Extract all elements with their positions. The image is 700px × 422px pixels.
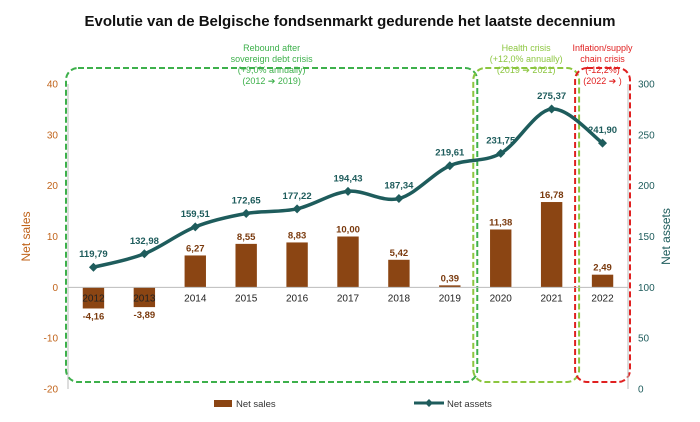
marker-2016 [292,204,302,214]
y-right-tick: 300 [638,80,655,91]
bar-label-2014: 6,27 [186,243,205,254]
marker-2012 [88,262,98,272]
y-left-tick: 40 [47,80,59,91]
line-label-2012: 119,79 [79,249,108,260]
bar-label-2021: 16,78 [540,190,564,201]
marker-2014 [190,222,200,232]
y-left-tick: -20 [44,385,59,396]
bar-2016 [286,242,308,288]
x-tick-2018: 2018 [388,293,411,304]
bar-2017 [337,236,359,288]
annotation-text: (+12,0% annually) [490,54,563,64]
y-right-tick: 100 [638,283,655,294]
bar-label-2020: 11,38 [489,217,512,228]
annotation-text: (2012 ➔ 2019) [242,76,301,86]
bar-label-2013: -3,89 [134,310,156,321]
marker-2020 [496,148,506,158]
annotation-text: (-12,2%) [585,65,620,75]
annotation-box-3 [574,67,631,383]
line-label-2020: 231,75 [486,135,516,146]
marker-2018 [394,194,404,204]
y-left-label: Net sales [19,211,33,261]
y-right-tick: 50 [638,334,650,345]
y-right-tick: 250 [638,130,655,141]
y-right-label: Net assets [659,208,673,265]
y-left-tick: -10 [44,334,59,345]
y-right-tick: 200 [638,181,655,192]
y-right-tick: 150 [638,232,655,243]
bar-label-2017: 10,00 [336,225,360,236]
line-label-2022: 241,90 [588,125,617,136]
legend-marker-net-assets [425,399,433,407]
line-label-2017: 194,43 [333,173,362,184]
x-tick-2019: 2019 [439,293,462,304]
bar-2018 [388,259,410,288]
x-tick-2013: 2013 [133,293,156,304]
marker-2021 [547,104,557,114]
legend-swatch-net-sales [214,400,232,407]
bar-series: -4,16 -3,89 6,27 8,55 8,83 10,00 5,42 0,39 11,38… [83,190,614,322]
bar-2013 [133,287,156,308]
marker-2015 [241,208,251,218]
x-tick-2022: 2022 [591,293,614,304]
annotation-box-1 [65,67,479,383]
annotation-text: Inflation/supply [573,43,634,53]
legend-label-net-sales: Net sales [236,399,276,410]
bar-label-2015: 8,55 [237,232,256,243]
annotation-box-2 [472,67,581,383]
chart-title: Evolutie van de Belgische fondsenmarkt g… [85,13,616,30]
bar-label-2022: 2,49 [593,263,612,274]
bar-label-2019: 0,39 [441,273,460,284]
bar-label-2012: -4,16 [83,311,105,322]
marker-2017 [343,186,353,196]
x-tick-2012: 2012 [82,293,105,304]
line-label-2016: 177,22 [283,191,312,202]
y-right-tick: 0 [638,385,644,396]
annotation-text: chain crisis [580,54,625,64]
marker-2019 [445,161,455,171]
bar-2012 [82,287,105,309]
x-tick-2020: 2020 [490,293,513,304]
line-series: 119,79 132,98 159,51 172,65 177,22 194,43 187,… [79,91,617,272]
y-left-tick: 20 [47,181,59,192]
annotation-text: (2022 ➔ ) [583,76,622,86]
annotation-text: sovereign debt crisis [231,54,314,64]
annotation-text: (2019 ➔ 2021) [497,65,556,75]
line-label-2019: 219,61 [435,148,465,159]
x-tick-2021: 2021 [541,293,564,304]
axes: -20 -10 0 10 20 30 40 0 50 100 150 200 250 300 2012 201… [19,80,673,396]
x-tick-2014: 2014 [184,293,207,304]
bar-2014 [184,255,206,288]
bar-2021 [540,202,563,288]
annotation-text: Health crisis [502,43,552,53]
bar-2020 [490,229,512,288]
line-label-2021: 275,37 [537,91,566,102]
bar-2015 [235,243,257,288]
annotation-text: Rebound after [243,43,300,53]
y-left-tick: 30 [47,130,59,141]
bar-label-2018: 5,42 [390,248,409,259]
x-tick-2015: 2015 [235,293,258,304]
line-label-2018: 187,34 [384,181,414,192]
bar-2022 [591,274,614,288]
line-label-2013: 132,98 [130,236,159,247]
x-tick-2017: 2017 [337,293,360,304]
x-tick-2016: 2016 [286,293,309,304]
annotation-text: (+9,0% annually) [238,65,306,75]
line-label-2014: 159,51 [181,209,211,220]
line-label-2015: 172,65 [232,195,262,206]
marker-2022 [598,138,608,148]
y-left-tick: 10 [47,232,59,243]
y-left-tick: 0 [52,283,58,294]
legend: Net sales Net assets [214,399,492,410]
marker-2013 [139,249,149,259]
legend-label-net-assets: Net assets [447,399,492,410]
bar-2019 [439,285,461,288]
bar-label-2016: 8,83 [288,230,307,241]
